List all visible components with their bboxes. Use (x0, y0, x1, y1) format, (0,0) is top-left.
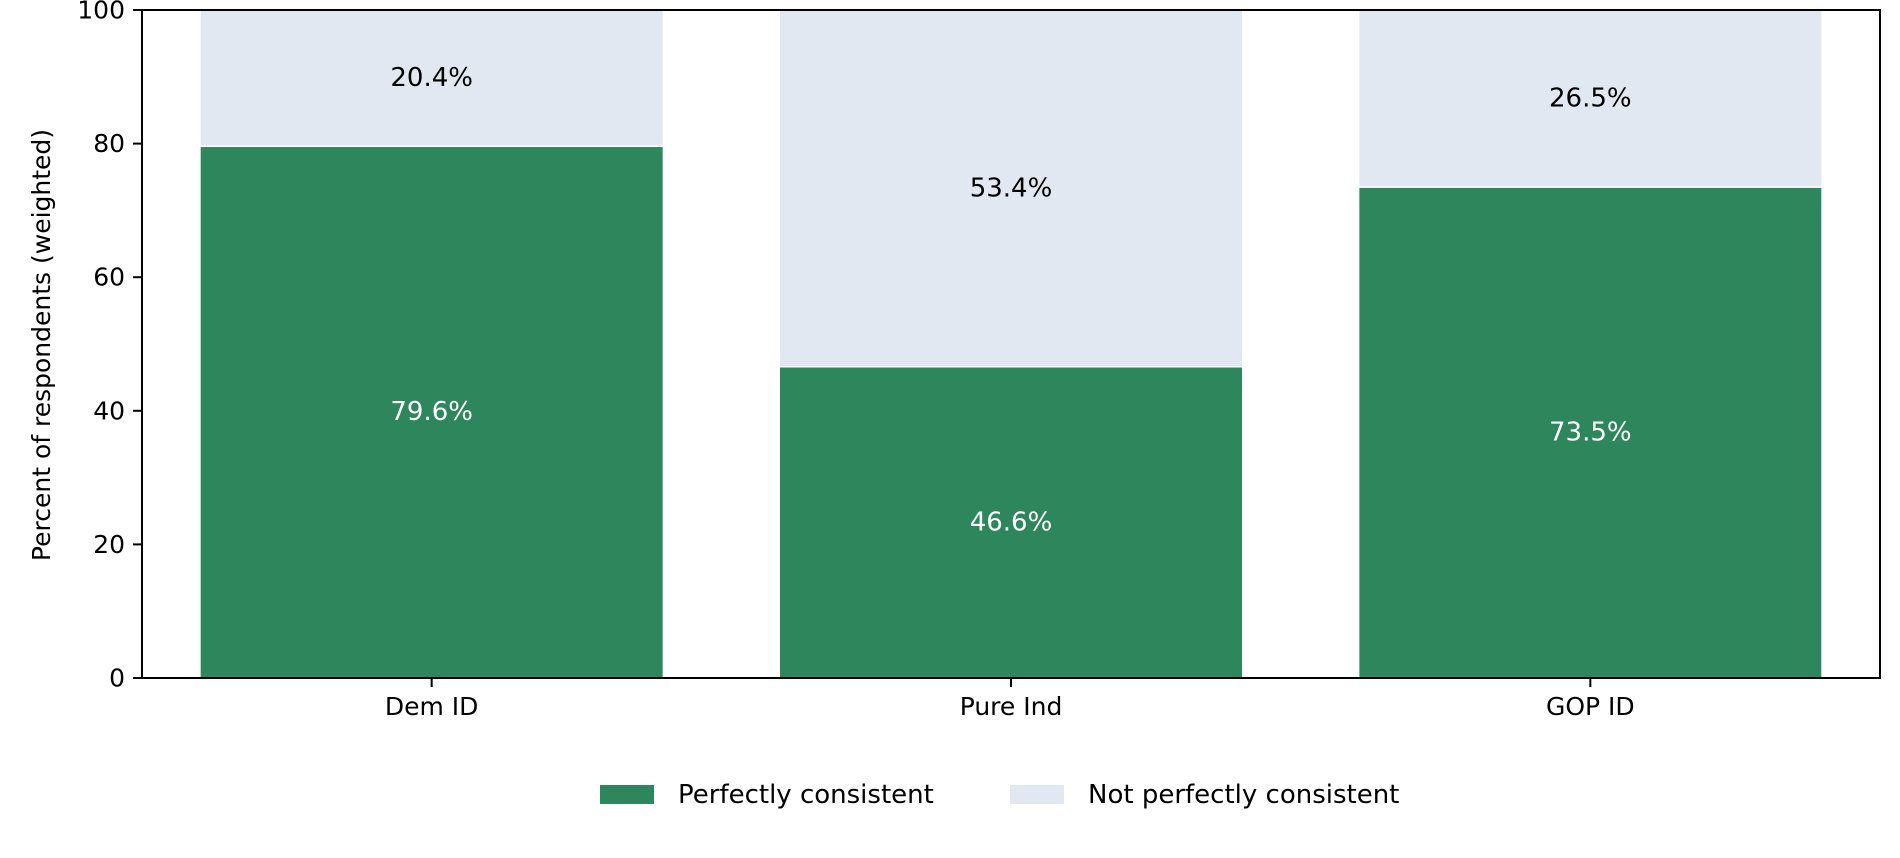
y-tick-label-5: 100 (77, 0, 125, 25)
y-tick-label-2: 40 (93, 396, 125, 425)
legend-swatch-0 (600, 785, 654, 804)
bar-consistent-2 (1357, 186, 1823, 679)
bar-label-consistent-2: 73.5% (1549, 418, 1632, 448)
y-tick-label-4: 80 (93, 129, 125, 158)
legend: Perfectly consistent Not perfectly consis… (600, 780, 1399, 810)
bar-consistent-0 (199, 145, 665, 679)
plot-frame (141, 9, 1881, 679)
y-tick-label-3: 60 (93, 263, 125, 292)
bar-not-consistent-2 (1357, 9, 1823, 188)
y-tick-label-0: 0 (109, 664, 125, 693)
y-axis-title: Percent of respondents (weighted) (27, 129, 56, 561)
bar-label-not-consistent-0: 20.4% (390, 63, 473, 93)
bar-not-consistent-1 (778, 9, 1244, 368)
legend-label-1: Not perfectly consistent (1088, 780, 1399, 810)
legend-label-0: Perfectly consistent (678, 780, 934, 810)
bar-label-not-consistent-2: 26.5% (1549, 84, 1632, 114)
x-tick-label-2: GOP ID (1546, 692, 1635, 721)
x-tick-label-0: Dem ID (385, 692, 479, 721)
y-axis: 0 20 40 60 80 100 (77, 0, 142, 693)
bar-label-consistent-0: 79.6% (390, 397, 473, 427)
x-axis: Dem ID Pure Ind GOP ID (385, 678, 1635, 721)
bar-label-consistent-1: 46.6% (970, 507, 1053, 537)
y-tick-label-1: 20 (93, 530, 125, 559)
bar-label-not-consistent-1: 53.4% (970, 173, 1053, 203)
legend-swatch-1 (1010, 785, 1064, 804)
bar-not-consistent-0 (199, 9, 665, 148)
x-tick-label-1: Pure Ind (960, 692, 1063, 721)
bars-group: 79.6% 20.4% 46.6% 53.4% 73.5% 26.5% (199, 9, 1823, 679)
